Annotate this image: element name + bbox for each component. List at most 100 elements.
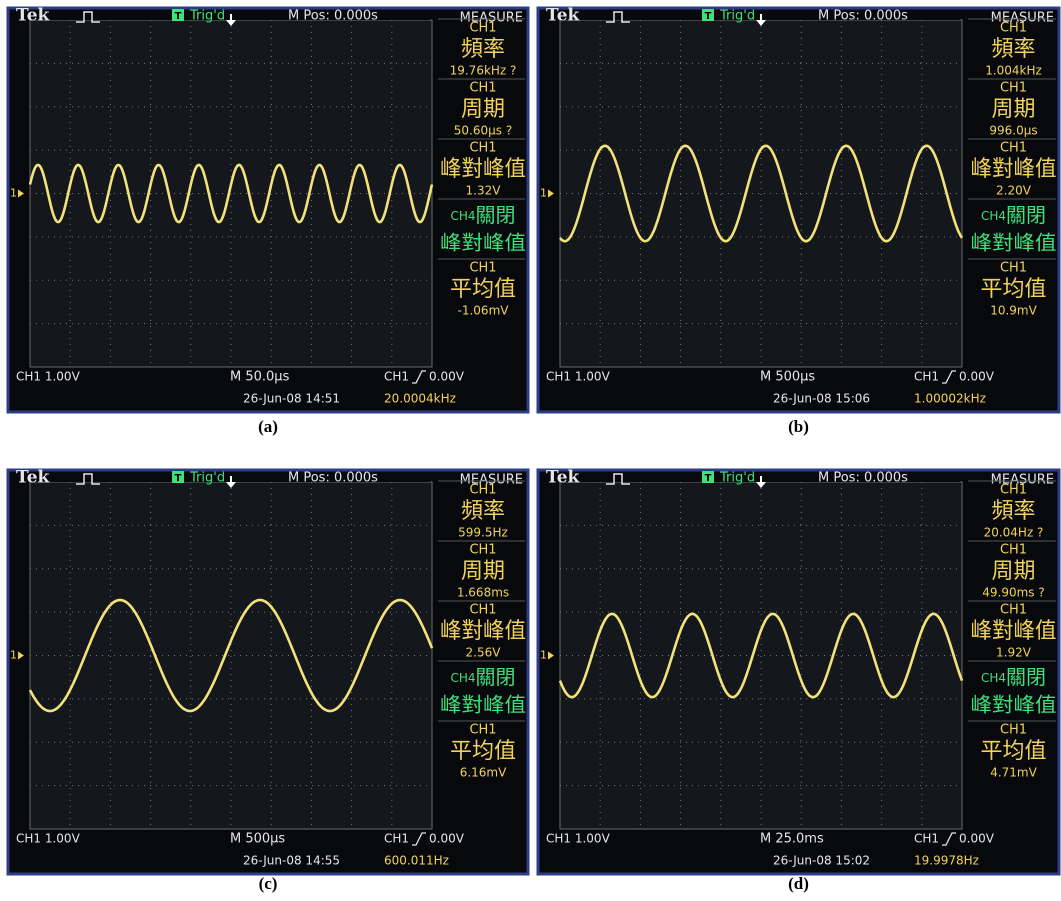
channel-scale: CH1 1.00V <box>16 370 81 384</box>
trigger-slope <box>942 832 956 846</box>
trigger-level: 0.00V <box>429 832 465 846</box>
caption: (a) <box>258 417 278 436</box>
measure-reading: 4.71mV <box>990 766 1037 780</box>
channel-marker: 1 <box>540 649 547 662</box>
trigger-status: Trig'd <box>719 9 755 24</box>
measure-name: 峰對峰值 <box>971 693 1057 717</box>
trigger-level: 0.00V <box>959 832 995 846</box>
brand: Tek <box>546 6 581 26</box>
date: 26-Jun-08 15:06 <box>773 392 870 406</box>
measure-reading: 599.5Hz <box>458 526 508 540</box>
measure-reading: 20.04Hz ? <box>984 526 1044 540</box>
measure-name: 周期 <box>991 559 1035 584</box>
position: M Pos: 0.000s <box>818 471 908 486</box>
source: CH4 <box>981 209 1006 223</box>
measure-source: CH1 <box>1000 261 1027 276</box>
date: 26-Jun-08 15:02 <box>773 854 870 868</box>
measure-menu: MEASURE <box>460 11 523 26</box>
measure-source: CH1 <box>469 723 496 738</box>
measure-source: CH1 <box>1000 603 1027 618</box>
frequency: 600.011Hz <box>384 854 449 868</box>
frequency: 20.0004kHz <box>384 392 456 406</box>
measure-reading: 1.004kHz <box>985 64 1042 78</box>
scope-panel: Tek T Trig'd M Pos: 0.000s MEASURE1CH1頻率599.… <box>6 468 530 893</box>
timebase: M 500μs <box>760 370 815 385</box>
trigger-icon: T <box>175 473 182 484</box>
measure-source: CH1 <box>469 603 496 618</box>
state: 關閉 <box>476 665 516 689</box>
measure-reading: 1.668ms <box>457 586 509 600</box>
position: M Pos: 0.000s <box>818 9 908 24</box>
waveform <box>558 612 964 699</box>
measure-name: 峰對峰值 <box>971 619 1057 644</box>
measure-reading: 50.60μs ? <box>454 124 512 138</box>
timebase: M 50.0μs <box>230 370 290 385</box>
measure-reading: 1.92V <box>996 646 1032 660</box>
measure-source: CH4關閉 <box>981 203 1046 227</box>
measure-name: 峰對峰值 <box>971 157 1057 182</box>
measure-name: 周期 <box>991 97 1035 122</box>
measure-reading: 6.16mV <box>460 766 507 780</box>
trigger-position-arrow <box>226 14 236 26</box>
channel-marker: 1 <box>10 649 17 662</box>
trigger-source: CH1 <box>914 832 939 846</box>
channel-marker-arrow <box>18 651 24 660</box>
trigger-icon: T <box>175 11 182 22</box>
measure-source: CH1 <box>1000 141 1027 156</box>
measure-source: CH4關閉 <box>450 203 515 227</box>
frequency: 19.9978Hz <box>914 854 979 868</box>
measure-name: 峰對峰值 <box>440 619 526 644</box>
caption: (b) <box>788 417 809 436</box>
measure-name: 平均值 <box>450 277 516 302</box>
header-bar <box>10 10 430 20</box>
trigger-status: Trig'd <box>189 9 225 24</box>
measure-reading: 19.76kHz ? <box>450 64 517 78</box>
measure-source: CH1 <box>1000 543 1027 558</box>
trigger-slope <box>412 370 426 384</box>
trigger-icon-box <box>702 471 714 483</box>
trigger-type-icon <box>76 473 100 485</box>
trigger-slope <box>412 832 426 846</box>
channel-marker: 1 <box>540 187 547 200</box>
measure-source: CH1 <box>1000 483 1027 498</box>
brand: Tek <box>16 468 51 488</box>
header-bar <box>10 472 430 482</box>
position: M Pos: 0.000s <box>288 9 378 24</box>
source: CH4 <box>450 671 475 685</box>
measure-source: CH4關閉 <box>450 665 515 689</box>
trigger-type-icon <box>606 473 630 485</box>
measure-name: 峰對峰值 <box>440 693 526 717</box>
measure-source: CH1 <box>469 483 496 498</box>
trigger-position-arrow <box>756 14 766 26</box>
measure-reading: 10.9mV <box>990 304 1037 318</box>
state: 關閉 <box>1006 203 1046 227</box>
measure-name: 平均值 <box>450 739 516 764</box>
scope-panel: Tek T Trig'd M Pos: 0.000s MEASURE1CH1頻率1.00… <box>536 6 1061 436</box>
measure-menu: MEASURE <box>460 473 523 488</box>
channel-marker-arrow <box>548 651 554 660</box>
channel-scale: CH1 1.00V <box>546 370 611 384</box>
trigger-icon-box <box>702 9 714 21</box>
measure-reading: 49.90ms ? <box>982 586 1044 600</box>
scope-panel: Tek T Trig'd M Pos: 0.000s MEASURE1CH1頻率20.0… <box>536 468 1061 893</box>
measure-reading: 2.56V <box>466 646 502 660</box>
measure-menu: MEASURE <box>991 11 1054 26</box>
trigger-type-icon <box>76 11 100 23</box>
measure-name: 頻率 <box>991 37 1035 62</box>
measure-reading: 2.20V <box>996 184 1032 198</box>
channel-scale: CH1 1.00V <box>16 832 81 846</box>
trigger-icon-box <box>172 471 184 483</box>
measure-name: 峰對峰值 <box>440 231 526 255</box>
measure-source: CH4關閉 <box>981 665 1046 689</box>
trigger-type-icon <box>606 11 630 23</box>
measure-menu: MEASURE <box>991 473 1054 488</box>
measure-name: 平均值 <box>980 739 1046 764</box>
trigger-icon-box <box>172 9 184 21</box>
measure-reading: 1.32V <box>466 184 502 198</box>
measure-source: CH1 <box>1000 81 1027 96</box>
measure-reading: -1.06mV <box>458 304 510 318</box>
measure-name: 頻率 <box>991 499 1035 524</box>
channel-marker: 1 <box>10 187 17 200</box>
trigger-source: CH1 <box>914 370 939 384</box>
trigger-status: Trig'd <box>189 471 225 486</box>
